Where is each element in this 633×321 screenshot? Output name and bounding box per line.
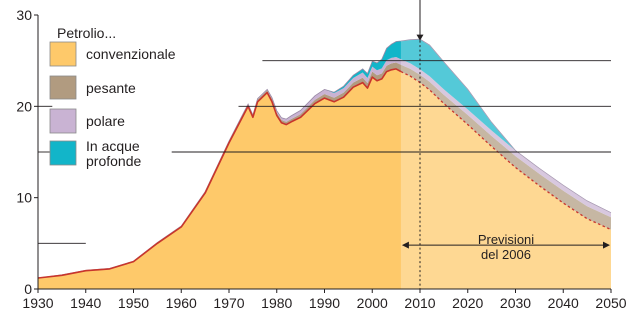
x-tick-label-1960: 1960 bbox=[166, 295, 197, 311]
area-in-acque-profonde bbox=[38, 39, 611, 279]
forecast-arrow-right-head bbox=[603, 241, 610, 249]
legend-label-convenzionale: convenzionale bbox=[86, 46, 176, 62]
x-axis-ticks: 1930 1940 1950 1960 1970 1980 1990 2000 2010 2020… bbox=[22, 289, 627, 311]
legend-label-polare: polare bbox=[86, 113, 125, 129]
forecast-note-line2: del 2006 bbox=[481, 247, 531, 262]
area-convenzionale bbox=[38, 68, 611, 290]
conventional-line-forecast bbox=[400, 71, 612, 231]
y-tick-label-20: 20 bbox=[16, 98, 32, 114]
forecast-arrow-left-head bbox=[401, 241, 409, 249]
legend-swatch-in-acque-profonde bbox=[49, 140, 77, 166]
legend-label-in-acque-profonde-line2: profonde bbox=[86, 153, 141, 169]
x-tick-label-1950: 1950 bbox=[118, 295, 149, 311]
y-tick-label-10: 10 bbox=[16, 190, 32, 206]
x-tick-label-2050: 2050 bbox=[595, 295, 626, 311]
legend-label-pesante: pesante bbox=[86, 80, 136, 96]
x-tick-label-1970: 1970 bbox=[213, 295, 244, 311]
x-tick-label-2010: 2010 bbox=[404, 295, 435, 311]
legend-swatch-pesante bbox=[49, 75, 77, 100]
x-tick-label-1980: 1980 bbox=[261, 295, 292, 311]
x-tick-label-2040: 2040 bbox=[548, 295, 579, 311]
area-polare bbox=[38, 57, 611, 278]
forecast-annotation: Previsioni del 2006 bbox=[478, 232, 534, 262]
grid-lines bbox=[38, 60, 611, 244]
area-pesante bbox=[38, 62, 611, 278]
chart-markers bbox=[401, 0, 610, 289]
legend: Petrolio... convenzionale pesante polare… bbox=[49, 25, 176, 169]
legend-title: Petrolio... bbox=[57, 25, 116, 41]
x-tick-label-1990: 1990 bbox=[309, 295, 340, 311]
x-tick-label-1930: 1930 bbox=[22, 295, 53, 311]
y-axis-ticks: 0 10 20 30 bbox=[16, 7, 38, 297]
y-tick-label-30: 30 bbox=[16, 7, 32, 23]
legend-swatch-convenzionale bbox=[49, 41, 77, 67]
conventional-line-historical bbox=[37, 68, 402, 279]
x-tick-label-2030: 2030 bbox=[500, 295, 531, 311]
legend-swatch-polare bbox=[49, 108, 77, 134]
forecast-note-line1: Previsioni bbox=[478, 232, 534, 247]
y-tick-label-0: 0 bbox=[24, 281, 32, 297]
forecast-shading bbox=[400, 39, 611, 290]
chart-areas bbox=[37, 38, 612, 290]
peak-arrow-head bbox=[416, 34, 424, 41]
x-tick-label-1940: 1940 bbox=[70, 295, 101, 311]
x-tick-label-2020: 2020 bbox=[452, 295, 483, 311]
x-tick-label-2000: 2000 bbox=[357, 295, 388, 311]
legend-label-in-acque-profonde-line1: In acque bbox=[86, 138, 140, 154]
